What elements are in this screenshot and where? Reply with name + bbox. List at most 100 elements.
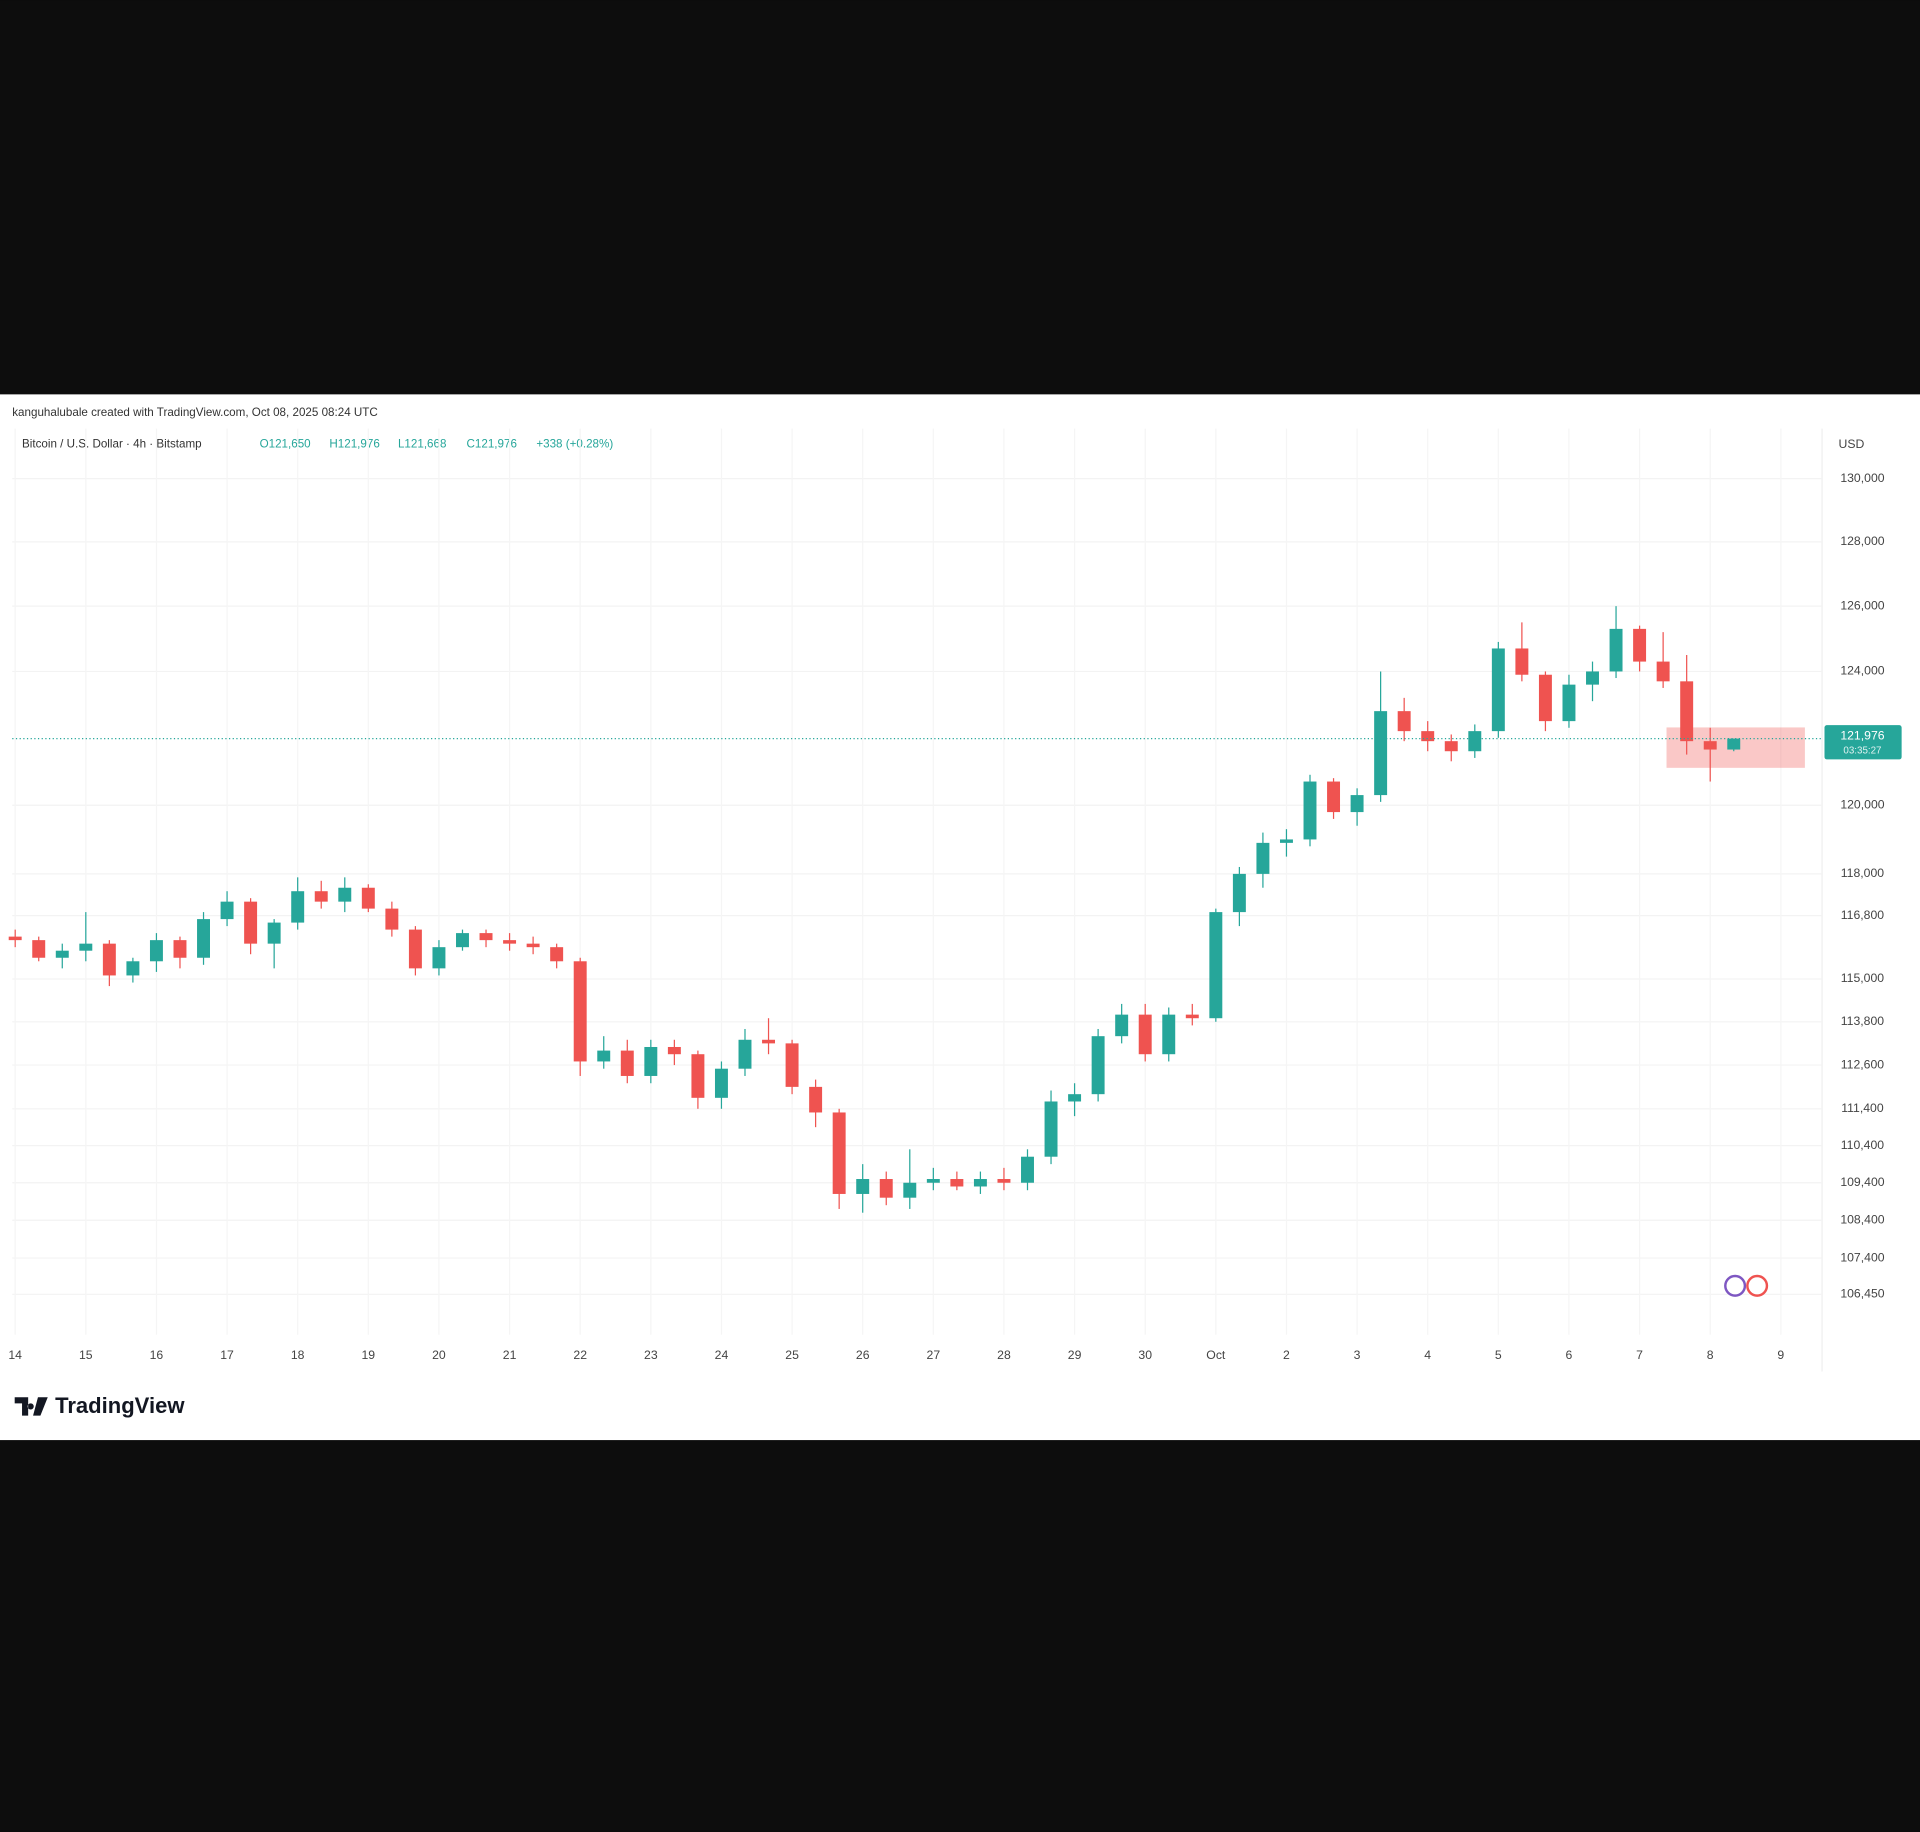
candle-body: [1138, 1014, 1152, 1055]
candle-body: [1609, 628, 1623, 672]
candle-body: [102, 943, 116, 976]
ohlc-open: O121,650: [260, 438, 312, 451]
candle-body: [126, 961, 140, 976]
candle-body: [267, 922, 281, 944]
candle-body: [1397, 711, 1411, 732]
candle-body: [1185, 1014, 1199, 1019]
candle-body: [550, 947, 564, 962]
candle-body: [8, 936, 22, 941]
x-tick-label: 29: [1068, 1348, 1082, 1362]
candle-body: [32, 940, 46, 958]
candle-body: [432, 947, 446, 969]
candle-body: [79, 943, 93, 951]
candle-body: [1680, 681, 1694, 742]
y-tick-label: 109,400: [1840, 1175, 1884, 1189]
candle-body: [197, 919, 210, 958]
candle-body: [1727, 738, 1741, 750]
candle-body: [950, 1179, 964, 1187]
event-icon: [1724, 1274, 1769, 1297]
candle-body: [361, 887, 375, 909]
y-tick-label: 128,000: [1840, 534, 1884, 548]
x-tick-label: 14: [8, 1348, 22, 1362]
x-tick-label: 19: [362, 1348, 376, 1362]
last-price-label: 121,976: [1840, 728, 1884, 742]
icon-circle: [1746, 1274, 1769, 1297]
x-tick-label: 16: [150, 1348, 164, 1362]
ohlc-close: C121,976: [467, 438, 517, 451]
candle-body: [149, 940, 163, 962]
logo-text: TradingView: [55, 1393, 185, 1418]
x-tick-label: 24: [715, 1348, 729, 1362]
y-tick-label: 112,600: [1841, 1057, 1885, 1071]
icon-circle: [1724, 1274, 1747, 1297]
candles: [8, 606, 1823, 1213]
candle-body: [832, 1112, 846, 1194]
y-tick-label: 116,800: [1841, 908, 1885, 922]
candle-body: [1562, 684, 1576, 722]
y-tick-label: 124,000: [1840, 664, 1884, 678]
candle-body: [644, 1046, 658, 1076]
candle-body: [573, 961, 587, 1062]
y-tick-label: 108,400: [1840, 1212, 1884, 1226]
candle-body: [1162, 1014, 1176, 1055]
candle-body: [856, 1179, 870, 1194]
candle-body: [762, 1039, 776, 1044]
candle-body: [314, 891, 328, 902]
x-tick-label: 8: [1707, 1348, 1714, 1362]
x-tick-label: 26: [856, 1348, 870, 1362]
candle-body: [1538, 674, 1552, 722]
candle-body: [738, 1039, 752, 1069]
candle-body: [973, 1179, 987, 1187]
candle-body: [1068, 1094, 1082, 1102]
y-tick-label: 126,000: [1840, 598, 1884, 612]
y-tick-label: 106,450: [1840, 1287, 1884, 1301]
x-tick-label: 22: [573, 1348, 587, 1362]
candle-body: [1633, 628, 1647, 662]
candle-body: [1468, 731, 1482, 752]
y-tick-label: 111,400: [1841, 1101, 1884, 1115]
candle-body: [1327, 781, 1341, 813]
ohlc-change: +338 (+0.28%): [536, 438, 613, 451]
candle-body: [1515, 648, 1529, 675]
tradingview-logo: TradingView: [14, 1393, 185, 1418]
candle-body: [244, 901, 258, 944]
countdown-label: 03:35:27: [1843, 745, 1881, 756]
candle-body: [1044, 1101, 1058, 1157]
candle-body: [1209, 912, 1223, 1019]
candle-body: [597, 1050, 611, 1062]
candle-body: [903, 1182, 917, 1198]
y-tick-label: 130,000: [1840, 471, 1884, 485]
candle-body: [55, 950, 69, 958]
x-tick-label: 28: [997, 1348, 1011, 1362]
candle-body: [997, 1179, 1011, 1183]
candle-body: [1444, 741, 1458, 752]
candle-body: [220, 901, 234, 920]
candle-body: [1303, 781, 1317, 840]
candle-body: [1586, 671, 1599, 685]
candle-body: [291, 891, 305, 923]
candle-body: [408, 929, 422, 969]
candle-body: [503, 940, 517, 944]
y-tick-label: 110,400: [1841, 1138, 1885, 1152]
candle-body: [385, 908, 399, 930]
x-tick-label: 7: [1636, 1348, 1643, 1362]
x-tick-label: 6: [1566, 1348, 1573, 1362]
x-tick-label: 15: [79, 1348, 93, 1362]
candle-body: [714, 1068, 728, 1098]
candle-body: [1021, 1156, 1034, 1183]
last-price-tag: [1824, 725, 1902, 760]
ohlc-high: H121,976: [329, 438, 379, 451]
candle-body: [1232, 873, 1246, 913]
candle-body: [1256, 842, 1270, 874]
x-tick-label: 30: [1138, 1348, 1152, 1362]
candle-body: [338, 887, 352, 902]
candle-body: [1115, 1014, 1129, 1037]
candle-body: [1703, 741, 1717, 750]
candle-body: [926, 1179, 940, 1183]
candle-body: [456, 933, 469, 948]
candle-body: [1279, 839, 1293, 843]
candle-body: [1421, 731, 1435, 742]
candle-body: [479, 933, 493, 941]
x-tick-label: 27: [927, 1348, 941, 1362]
